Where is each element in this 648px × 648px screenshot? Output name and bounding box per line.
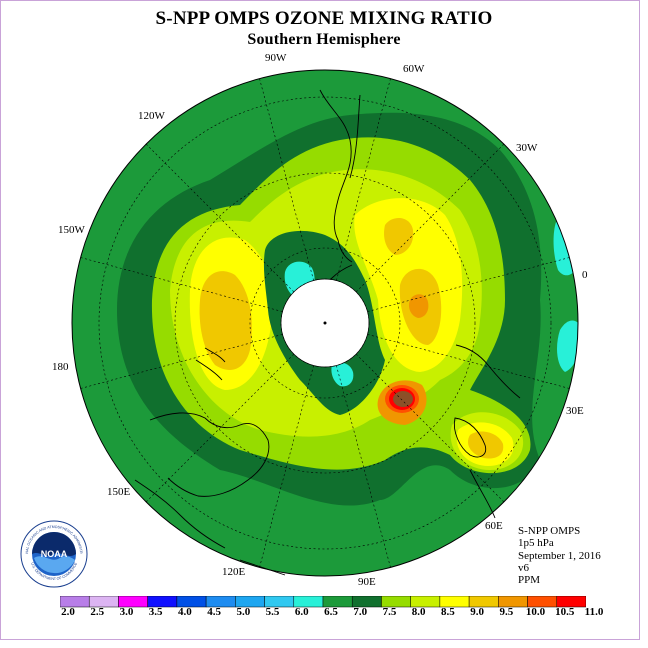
meridian-line — [355, 143, 505, 293]
colorbar-tick-label: 8.0 — [411, 606, 426, 618]
colorbar-tick-label: 9.5 — [499, 606, 514, 618]
colorbar-tick-label: 10.0 — [525, 606, 546, 618]
figure-frame — [0, 0, 640, 640]
coast-indonesia — [134, 479, 286, 576]
info-units: PPM — [518, 574, 541, 587]
contour-8-5-west — [199, 271, 252, 370]
meridian-line — [367, 334, 570, 389]
parallel-75s — [249, 247, 401, 399]
contour-9-0 — [408, 294, 429, 318]
label-30w: 30W — [516, 142, 538, 154]
label-120w: 120W — [138, 110, 166, 122]
polar-gap-graticule — [280, 278, 370, 368]
colorbar-tick-label: 6.5 — [324, 606, 338, 618]
info-date: September 1, 2016 — [518, 549, 601, 562]
colorbar-tick-label: 10.5 — [555, 606, 575, 618]
label-90e: 90E — [358, 576, 376, 588]
label-150e: 150E — [107, 486, 131, 498]
label-150w: 150W — [58, 224, 86, 236]
label-90w: 90W — [265, 52, 287, 64]
contour-8-5-north — [384, 218, 414, 255]
label-60e: 60E — [485, 520, 503, 532]
parallel-60s — [174, 172, 476, 474]
label-60w: 60W — [403, 63, 425, 75]
graticule — [80, 78, 570, 568]
south-pole-marker — [323, 321, 327, 325]
colorbar-tick-label: 2.0 — [61, 606, 75, 618]
meridian-line — [336, 365, 391, 568]
colorbar-tick-label: 2.5 — [90, 606, 105, 618]
colorbar-tick-labels: 2.0 2.5 3.0 3.5 4.0 4.5 5.0 5.5 6.0 6.5 7.0 7.5 8.0 8… — [0, 606, 648, 620]
coast-australia — [149, 412, 270, 497]
colorbar — [60, 596, 586, 608]
colorbar-tick-label: 7.5 — [382, 606, 397, 618]
map-title: S-NPP OMPS OZONE MIXING RATIO — [155, 8, 493, 29]
parallel-45s — [98, 96, 552, 550]
colorbar-tick-label: 5.5 — [265, 606, 280, 618]
colorbar-tick-label: 9.0 — [470, 606, 484, 618]
colorbar-tick-label: 4.5 — [207, 606, 221, 618]
meridian-line — [80, 334, 283, 389]
colorbar-tick-label: 6.0 — [294, 606, 309, 618]
meridian-line — [259, 365, 314, 568]
colorbar-tick-label: 8.5 — [441, 606, 455, 618]
coast-south-america — [319, 89, 361, 263]
contour-8-5-sa — [467, 431, 504, 459]
map-subtitle: Southern Hemisphere — [247, 31, 401, 48]
meridian-line — [145, 353, 295, 503]
info-block: S-NPP OMPS 1p5 hPa September 1, 2016 v6 … — [518, 525, 601, 586]
longitude-labels: 90W 60W 30W 0 30E 60E 90E 120E 150E 180 … — [52, 52, 588, 588]
coast-africa — [455, 344, 521, 519]
label-0: 0 — [582, 269, 588, 281]
noaa-logo-text: NOAA — [41, 549, 68, 559]
meridian-line — [355, 353, 505, 503]
meridian-line — [80, 257, 283, 312]
label-30e: 30E — [566, 405, 584, 417]
label-120e: 120E — [222, 566, 246, 578]
meridian-line — [367, 257, 570, 312]
colorbar-tick-label: 3.0 — [119, 606, 134, 618]
coast-madagascar — [453, 417, 487, 458]
colorbar-tick-label: 7.0 — [353, 606, 368, 618]
contour-10-5 — [393, 391, 413, 407]
contour-5-5-b — [331, 362, 354, 387]
info-level: 1p5 hPa — [518, 537, 554, 550]
info-instrument: S-NPP OMPS — [518, 525, 581, 537]
meridian-line — [336, 78, 391, 281]
meridian-line — [259, 78, 314, 281]
noaa-logo: NOAA NATIONAL OCEANIC AND ATMOSPHERIC AD… — [20, 520, 88, 588]
coast-new-zealand — [195, 347, 226, 381]
colorbar-tick-label: 4.0 — [178, 606, 192, 618]
map-boundary — [71, 69, 579, 577]
info-version: v6 — [518, 561, 529, 574]
colorbar-tick-label: 3.5 — [148, 606, 163, 618]
label-180: 180 — [52, 361, 69, 373]
colorbar-tick-label: 5.0 — [236, 606, 251, 618]
meridian-line — [145, 143, 295, 293]
colorbar-tick-label: 11.0 — [584, 606, 604, 618]
